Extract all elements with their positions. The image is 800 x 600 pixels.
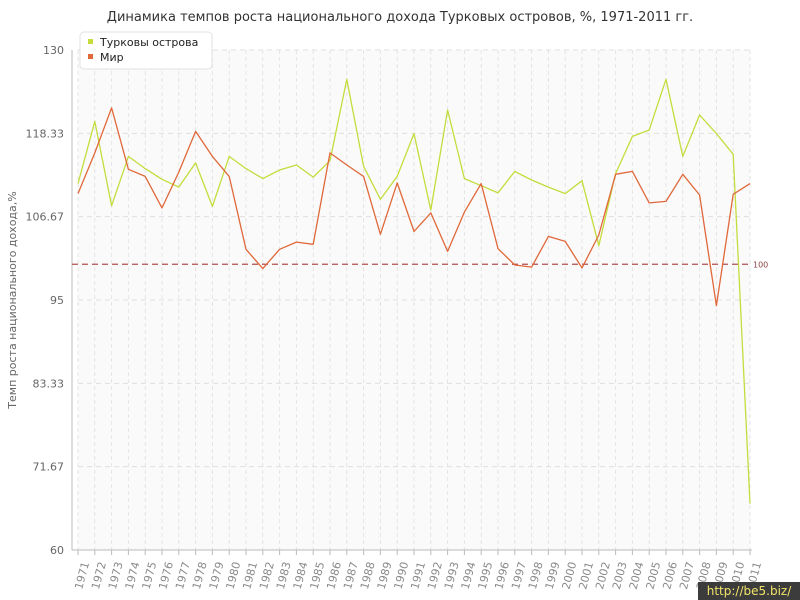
watermark-link[interactable]: http://be5.biz/ xyxy=(698,582,800,600)
reference-line-label: 100 xyxy=(753,260,768,269)
y-tick-label: 71.67 xyxy=(33,461,65,474)
legend-label-1: Мир xyxy=(100,51,124,64)
y-tick-labels: 60 71.67 83.33 95 106.67 118.33 130 xyxy=(26,44,65,557)
legend-swatch-1 xyxy=(88,54,93,59)
legend-label-0: Турковы острова xyxy=(99,36,198,49)
y-tick-label: 83.33 xyxy=(33,377,65,390)
series-line-0 xyxy=(77,78,751,504)
legend-box xyxy=(79,31,213,70)
series-lines xyxy=(77,78,751,504)
y-tick-label: 60 xyxy=(50,544,64,557)
axes xyxy=(71,50,752,555)
legend: Турковы острова Мир xyxy=(79,31,213,70)
y-tick-label: 130 xyxy=(43,44,64,57)
y-tick-label: 118.33 xyxy=(26,127,65,140)
y-axis-label: Темп роста национального дохода,% xyxy=(6,191,19,409)
y-tick-label: 95 xyxy=(50,294,64,307)
series-line-1 xyxy=(77,107,751,307)
y-tick-label: 106.67 xyxy=(26,211,65,224)
legend-swatch-0 xyxy=(88,39,93,44)
reference-line-group: 100 xyxy=(72,260,768,269)
chart-title: Динамика темпов роста национального дохо… xyxy=(106,10,694,25)
x-tick-labels: 1971197219731974197519761977197819791980… xyxy=(72,560,764,590)
